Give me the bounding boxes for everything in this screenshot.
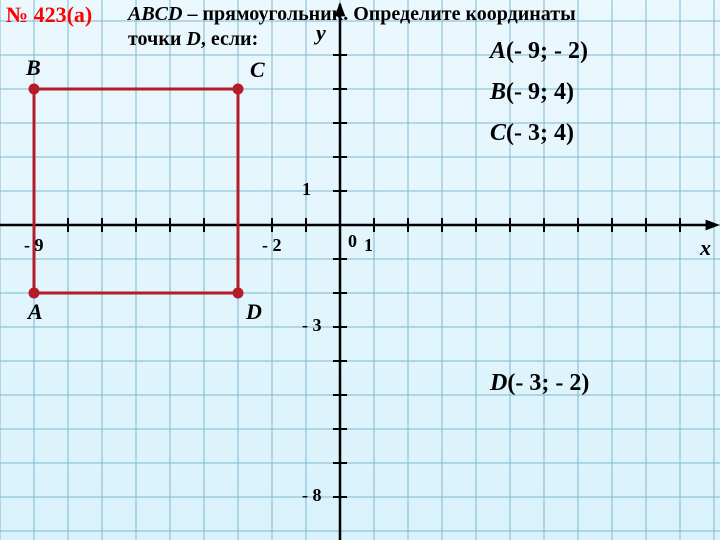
answer-D: D(- 3; - 2)	[490, 370, 589, 397]
vertex-label-A: A	[28, 299, 43, 325]
x-tick-label: - 2	[262, 235, 282, 256]
vertex-label-B: B	[26, 55, 41, 81]
vertex-label-D: D	[246, 299, 262, 325]
given-B: B(- 9; 4)	[490, 79, 588, 106]
origin-label: 0	[348, 231, 357, 252]
x-axis-label: x	[700, 235, 711, 261]
y-tick-label: 1	[302, 179, 311, 200]
given-C: C(- 3; 4)	[490, 120, 588, 147]
x-tick-label: 1	[364, 235, 373, 256]
vertex-label-C: C	[250, 57, 265, 83]
vertex-B	[29, 84, 39, 94]
y-tick-label: - 3	[302, 315, 322, 336]
given-A: A(- 9; - 2)	[490, 38, 588, 65]
vertex-A	[29, 288, 39, 298]
coordinate-plane	[0, 0, 720, 540]
problem-number: № 423(а)	[6, 2, 92, 28]
y-axis-label: y	[316, 20, 326, 46]
x-tick-label: - 9	[24, 235, 44, 256]
vertex-C	[233, 84, 243, 94]
vertex-D	[233, 288, 243, 298]
y-tick-label: - 8	[302, 485, 322, 506]
given-coordinates: A(- 9; - 2) B(- 9; 4) C(- 3; 4)	[490, 38, 588, 161]
